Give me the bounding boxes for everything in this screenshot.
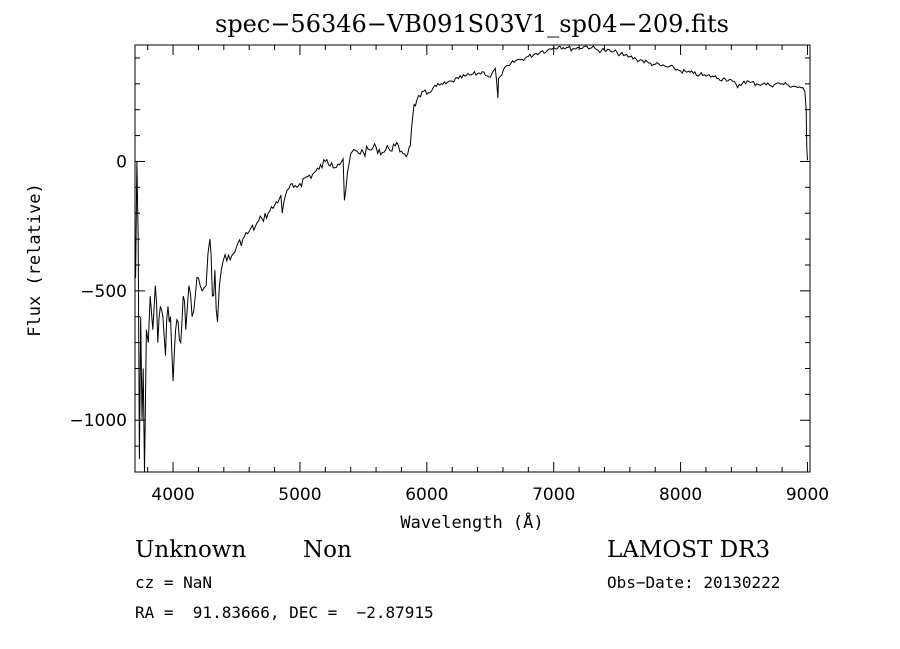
x-tick-label: 8000 bbox=[659, 485, 702, 505]
x-tick-label: 9000 bbox=[786, 485, 829, 505]
x-tick-label: 6000 bbox=[405, 485, 448, 505]
observation-date: Obs−Date: 20130222 bbox=[607, 573, 781, 592]
spectrum-line bbox=[135, 45, 808, 473]
x-axis-label: Wavelength (Å) bbox=[400, 511, 543, 533]
axis-ticks bbox=[135, 45, 810, 472]
plot-frame bbox=[134, 44, 811, 473]
survey-name: LAMOST DR3 bbox=[607, 537, 771, 563]
object-class: Unknown bbox=[135, 537, 247, 563]
x-tick-label: 7000 bbox=[532, 485, 575, 505]
y-tick-label: −1000 bbox=[69, 411, 127, 431]
coordinates-readout: RA = 91.83666, DEC = −2.87915 bbox=[135, 603, 434, 622]
y-axis-label: Flux (relative) bbox=[25, 183, 45, 337]
x-tick-label: 5000 bbox=[278, 485, 321, 505]
y-tick-label: −500 bbox=[80, 282, 127, 302]
x-tick-label: 4000 bbox=[151, 485, 194, 505]
redshift-readout: cz = NaN bbox=[135, 573, 213, 592]
object-subclass: Non bbox=[303, 537, 352, 563]
tick-labels: 4000 5000 6000 7000 8000 9000 −1000 −500 0 bbox=[69, 152, 829, 505]
y-tick-label: 0 bbox=[116, 152, 127, 172]
chart-title: spec−56346−VB091S03V1_sp04−209.fits bbox=[215, 10, 729, 38]
